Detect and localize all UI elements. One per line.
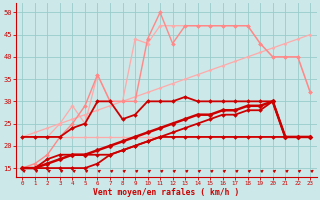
X-axis label: Vent moyen/en rafales ( km/h ): Vent moyen/en rafales ( km/h ) bbox=[93, 188, 239, 197]
